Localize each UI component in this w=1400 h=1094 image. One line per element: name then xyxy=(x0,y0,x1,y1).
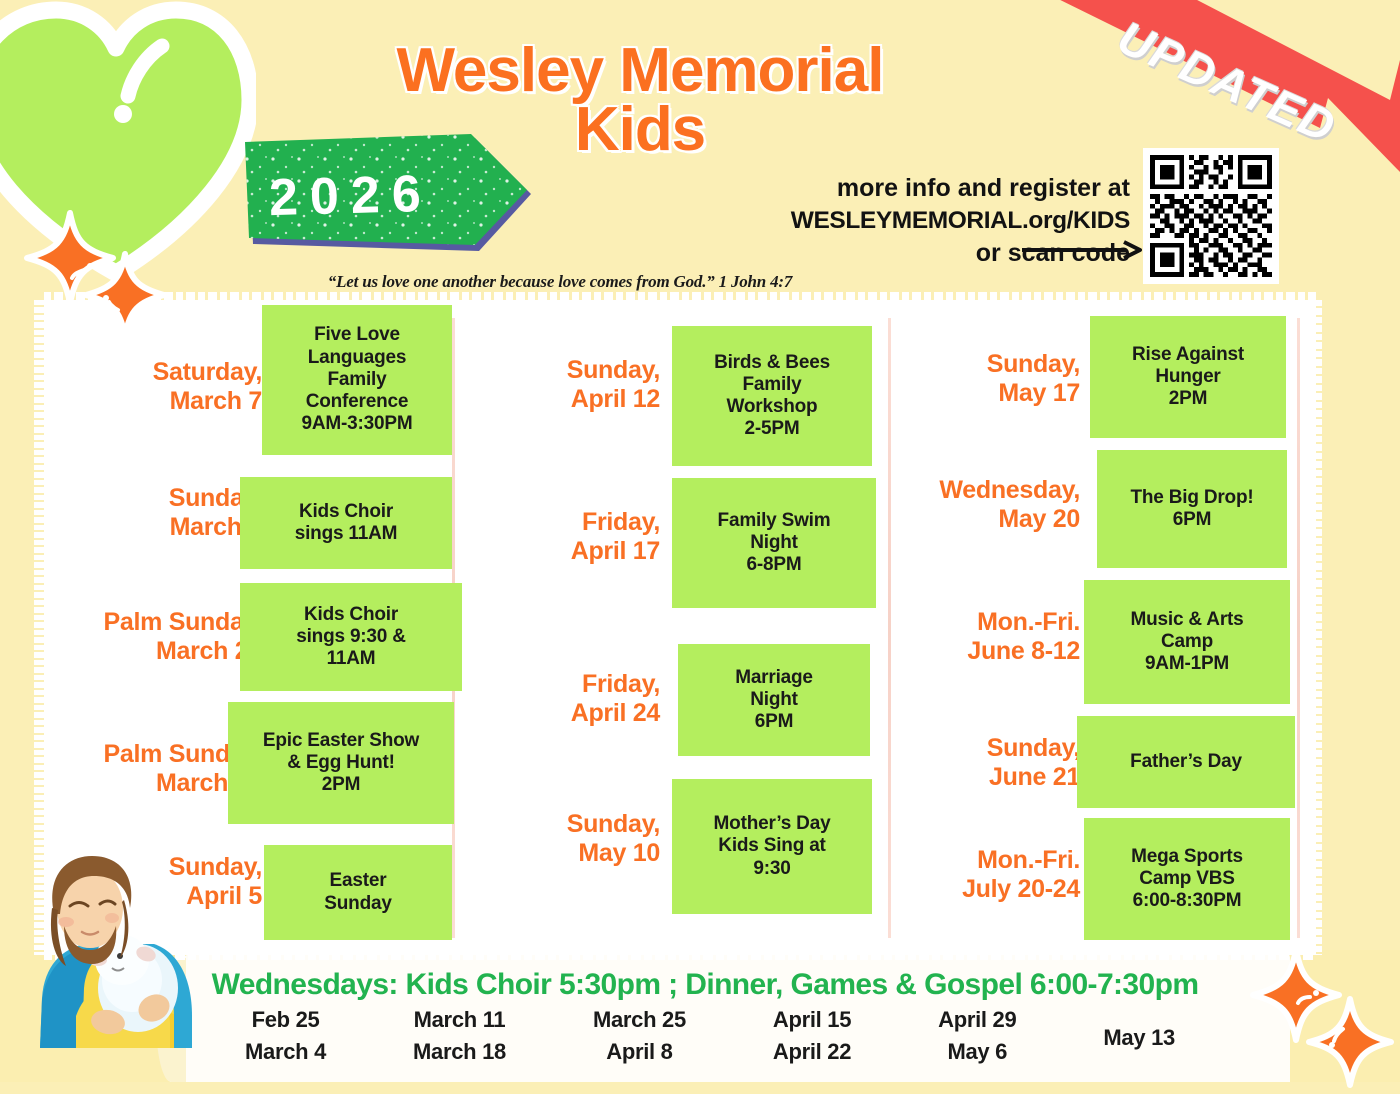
register-line-3: or scan code xyxy=(975,239,1130,268)
event-date: Sunday, April 5 xyxy=(168,853,263,910)
column-divider-3 xyxy=(1297,318,1300,938)
updated-ribbon: UPDATED xyxy=(1060,0,1400,180)
event-date: Sunday, June 21 xyxy=(986,734,1081,791)
wednesday-date: March 4 xyxy=(245,1038,327,1064)
event-date: Mon.-Fri. June 8-12 xyxy=(967,608,1080,665)
wednesday-date: April 22 xyxy=(772,1038,852,1064)
event-card[interactable]: Five Love Languages Family Conference 9A… xyxy=(262,305,452,455)
wednesday-title: Wednesdays: Kids Choir 5:30pm ; Dinner, … xyxy=(211,968,1199,1001)
sparkle-icon xyxy=(82,250,168,345)
wednesday-date: March 18 xyxy=(413,1038,506,1064)
wednesday-date: March 11 xyxy=(413,1007,506,1032)
event-date: Sunday, May 17 xyxy=(986,350,1081,407)
wednesday-date: April 15 xyxy=(772,1007,852,1032)
event-date: Palm Sunday, March 29 xyxy=(103,608,263,665)
wednesday-date: April 29 xyxy=(938,1007,1017,1032)
arrow-icon xyxy=(1022,240,1142,260)
scripture-verse: “Let us love one another because love co… xyxy=(327,272,793,291)
register-url[interactable]: WESLEYMEMORIAL.org/KIDS xyxy=(790,207,1131,234)
event-card[interactable]: Family Swim Night 6-8PM xyxy=(672,478,876,608)
wednesday-date-group: March 11 March 18 xyxy=(413,1004,506,1068)
wednesday-date: May 6 xyxy=(947,1038,1008,1064)
event-card[interactable]: Birds & Bees Family Workshop 2-5PM xyxy=(672,326,872,466)
wednesday-date: April 8 xyxy=(606,1038,673,1064)
qr-code-image xyxy=(1150,155,1272,277)
event-date: Palm Sunday, March 29 xyxy=(103,740,263,797)
event-date: Sunday, April 12 xyxy=(566,356,661,413)
qr-code[interactable] xyxy=(1143,148,1279,284)
wednesday-date: May 13 xyxy=(1103,1025,1175,1050)
event-card[interactable]: Father’s Day xyxy=(1077,716,1295,808)
page-title: Wesley Memorial Kids xyxy=(330,40,950,164)
wednesday-dates: Feb 25 March 4 March 11 March 18 March 25 Apr… xyxy=(245,1004,1175,1068)
jesus-holding-lamb-illustration xyxy=(24,848,214,1048)
panel-right-edge xyxy=(1310,300,1322,955)
wednesday-date: Feb 25 xyxy=(251,1007,320,1032)
wednesday-date-group: April 15 April 22 xyxy=(772,1004,852,1068)
wednesday-date-group: April 29 May 6 xyxy=(938,1004,1017,1068)
event-date: Saturday, March 7 xyxy=(152,358,263,415)
event-card[interactable]: Mega Sports Camp VBS 6:00-8:30PM xyxy=(1084,818,1290,940)
register-line-1: more info and register at xyxy=(836,174,1130,202)
register-info: more info and register at WESLEYMEMORIAL… xyxy=(700,172,1131,270)
sparkle-icon xyxy=(1248,945,1344,1050)
event-card[interactable]: Epic Easter Show & Egg Hunt! 2PM xyxy=(228,702,454,824)
wednesday-date-group: May 13 xyxy=(1103,1004,1175,1068)
year-label: 2026 xyxy=(268,164,434,228)
event-date: Sunday, May 10 xyxy=(566,810,661,867)
year-badge: 2026 xyxy=(243,132,533,257)
wednesday-panel xyxy=(156,952,1290,1082)
event-card[interactable]: Easter Sunday xyxy=(264,845,452,940)
panel-bottom-edge xyxy=(44,948,1316,960)
wednesday-date-group: March 25 April 8 xyxy=(593,1004,686,1068)
event-card[interactable]: Kids Choir sings 11AM xyxy=(240,477,452,569)
title-line-2: Kids xyxy=(574,94,706,164)
event-card[interactable]: The Big Drop! 6PM xyxy=(1097,450,1287,568)
wednesday-date: March 25 xyxy=(592,1007,686,1032)
event-card[interactable]: Marriage Night 6PM xyxy=(678,644,870,756)
event-card[interactable]: Kids Choir sings 9:30 & 11AM xyxy=(240,583,462,691)
event-date: Mon.-Fri. July 20-24 xyxy=(962,846,1080,903)
event-card[interactable]: Rise Against Hunger 2PM xyxy=(1090,316,1286,438)
sparkle-icon xyxy=(1305,995,1395,1094)
event-card[interactable]: Mother’s Day Kids Sing at 9:30 xyxy=(672,779,872,914)
wednesday-date-group: Feb 25 March 4 xyxy=(245,1004,326,1068)
event-date: Friday, April 17 xyxy=(570,508,661,565)
event-date: Friday, April 24 xyxy=(570,670,661,727)
event-card[interactable]: Music & Arts Camp 9AM-1PM xyxy=(1084,580,1290,704)
heart-icon xyxy=(0,0,259,286)
event-date: Sunday, March 8 xyxy=(168,484,263,541)
sparkle-icon xyxy=(22,208,118,313)
title-line-1: Wesley Memorial xyxy=(396,36,885,105)
column-divider-2 xyxy=(888,318,891,938)
event-date: Wednesday, May 20 xyxy=(939,476,1080,533)
